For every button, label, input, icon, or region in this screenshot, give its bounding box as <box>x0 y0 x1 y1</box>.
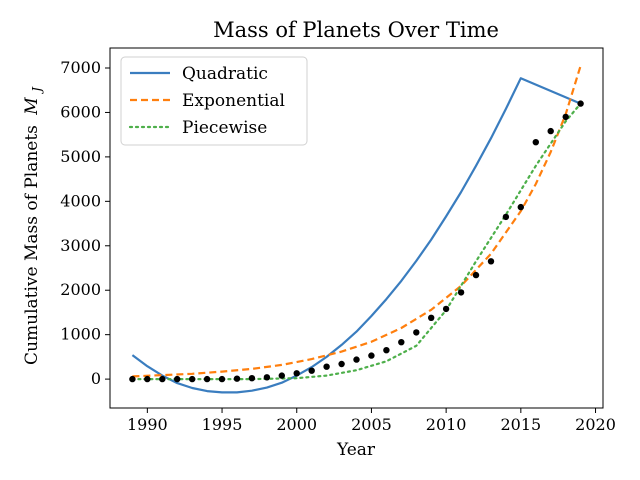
x-tick-label: 2015 <box>500 415 541 434</box>
y-tick-label: 5000 <box>60 147 101 166</box>
scatter-point <box>577 100 584 107</box>
scatter-point <box>189 375 196 383</box>
scatter-point <box>413 329 420 336</box>
x-tick-label: 2005 <box>351 415 392 434</box>
y-tick-label: 4000 <box>60 191 101 210</box>
y-tick-label: 7000 <box>60 58 101 77</box>
scatter-point <box>457 289 465 296</box>
series-line-exponential <box>132 65 582 378</box>
scatter-point <box>338 360 345 368</box>
scatter-point <box>472 271 480 279</box>
scatter-point <box>547 127 554 135</box>
x-tick-label: 2010 <box>426 415 467 434</box>
scatter-point <box>517 203 524 211</box>
legend-box <box>120 56 308 146</box>
scatter-point <box>398 339 405 346</box>
scatter-point <box>203 375 211 383</box>
y-axis: 0 1000 2000 3000 4000 5000 6000 7000 <box>60 58 110 388</box>
scatter-point <box>174 375 181 383</box>
scatter-point <box>159 375 166 383</box>
y-tick-label: 2000 <box>60 280 101 299</box>
chart-title: Mass of Planets Over Time <box>213 18 499 42</box>
scatter-point <box>263 374 271 381</box>
scatter-point <box>487 258 495 265</box>
scatter-point <box>562 113 569 121</box>
scatter-point <box>353 356 360 363</box>
scatter-point <box>308 367 315 374</box>
legend-label-piecewise: Piecewise <box>182 118 267 138</box>
plot-area: 1990 1995 2000 2005 2010 2015 2020 0 1000 2000 30… <box>60 47 616 434</box>
scatter-point <box>293 370 300 377</box>
y-axis-label-symbol: M <box>22 97 42 116</box>
scatter-point <box>278 372 285 379</box>
scatter-point <box>368 352 375 359</box>
legend-label-quadratic: Quadratic <box>182 64 268 84</box>
y-tick-label: 1000 <box>60 325 101 344</box>
scatter-point <box>323 363 330 370</box>
x-axis-label: Year <box>336 440 376 460</box>
scatter-point <box>502 213 510 221</box>
x-tick-label: 1990 <box>127 415 168 434</box>
scatter-point <box>248 375 256 382</box>
legend: Quadratic Exponential Piecewise <box>120 56 308 146</box>
x-tick-label: 2020 <box>575 415 616 434</box>
scatter-layer <box>129 100 584 383</box>
scatter-point <box>428 314 435 321</box>
scatter-point <box>218 375 226 383</box>
y-axis-label: Cumulative Mass of Planets M J <box>22 86 44 365</box>
y-axis-label-text: Cumulative Mass of Planets <box>22 125 42 365</box>
scatter-point <box>442 305 450 313</box>
y-axis-label-subscript: J <box>30 86 44 95</box>
scatter-point <box>129 375 136 383</box>
series-line-quadratic <box>131 77 582 394</box>
scatter-point <box>532 139 539 146</box>
legend-label-exponential: Exponential <box>182 91 285 111</box>
plot-frame <box>109 47 604 409</box>
scatter-point <box>383 347 390 354</box>
scatter-point <box>233 375 241 382</box>
y-tick-label: 3000 <box>60 236 101 255</box>
y-tick-label: 6000 <box>60 102 101 121</box>
y-tick-label: 0 <box>91 369 101 388</box>
x-tick-label: 1995 <box>202 415 243 434</box>
x-tick-label: 2000 <box>276 415 317 434</box>
x-axis: 1990 1995 2000 2005 2010 2015 2020 <box>127 408 616 434</box>
scatter-point <box>144 375 151 383</box>
